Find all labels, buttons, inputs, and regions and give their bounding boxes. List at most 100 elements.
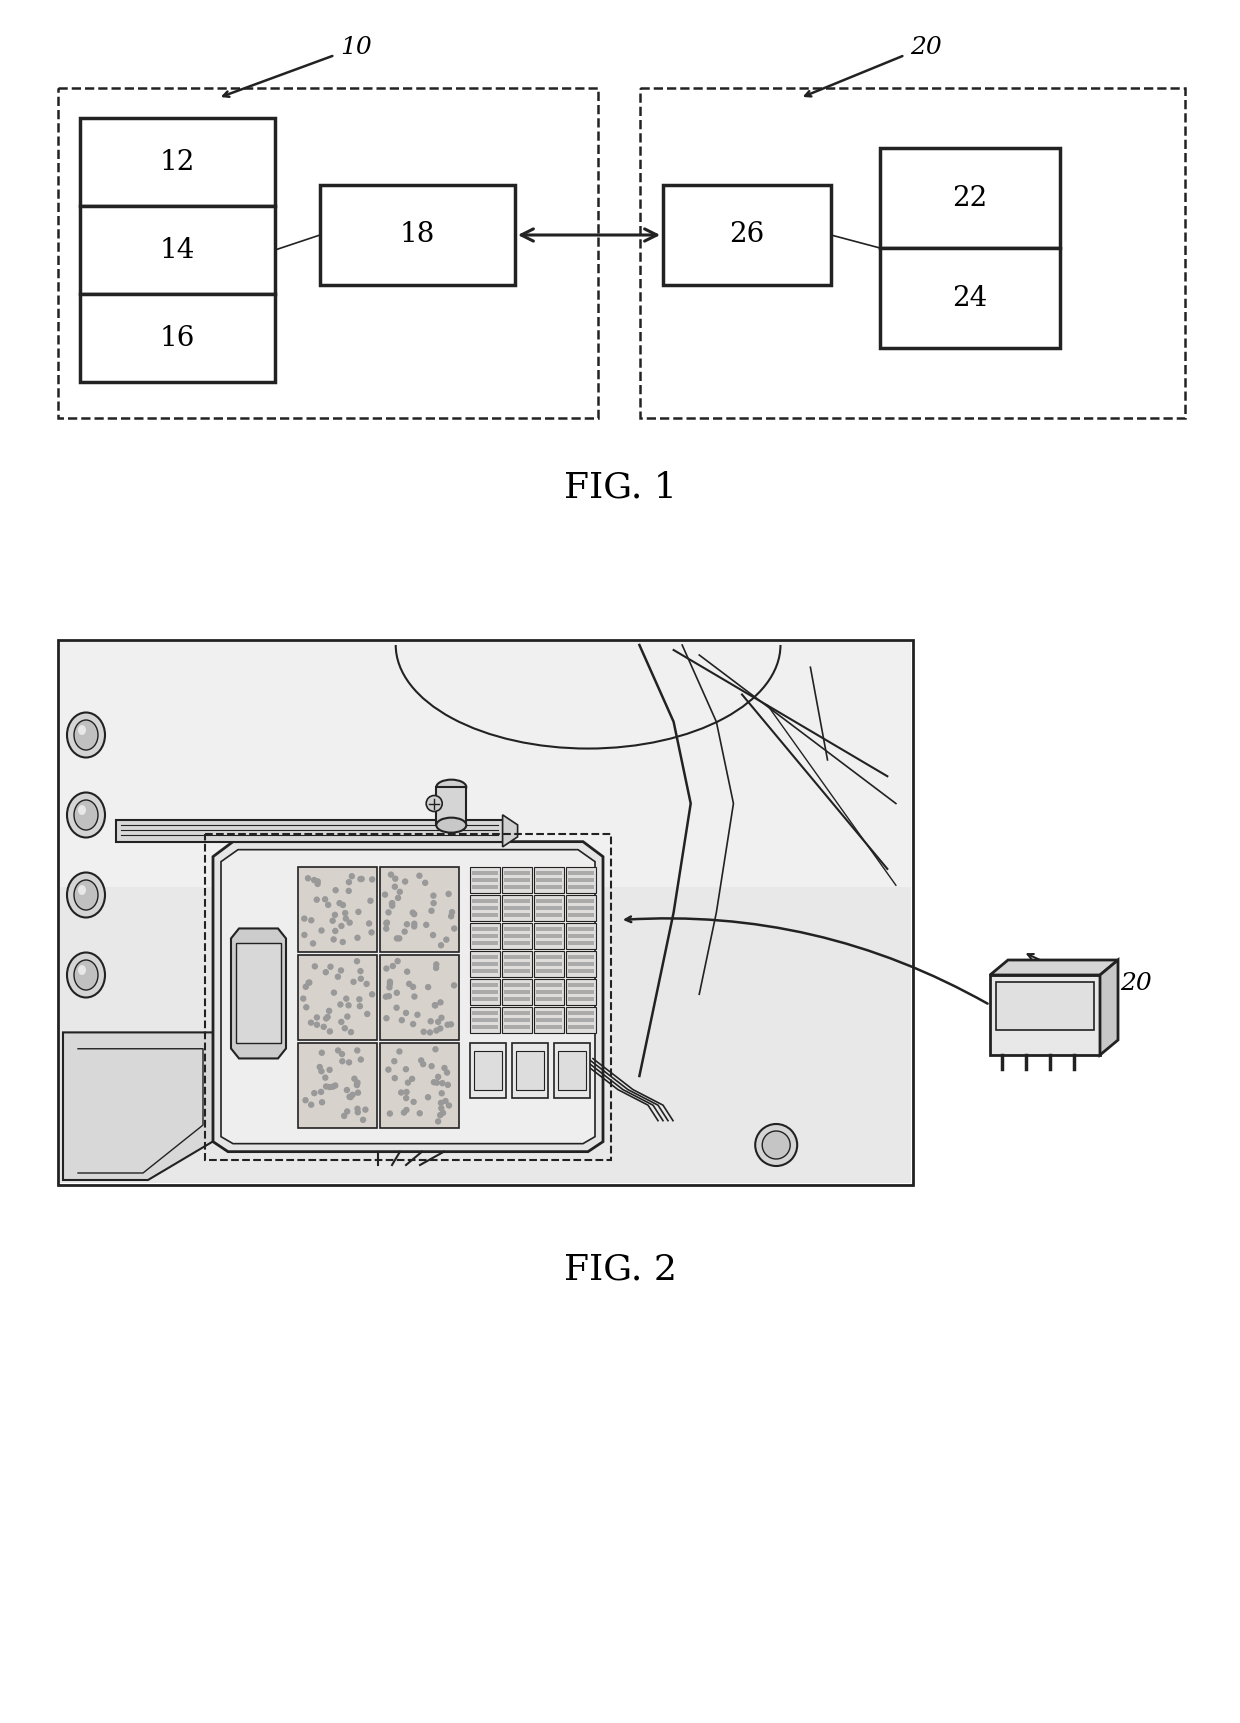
Bar: [503, 899, 529, 903]
Bar: [568, 961, 594, 965]
Circle shape: [445, 1022, 450, 1027]
Circle shape: [412, 922, 417, 927]
Circle shape: [399, 1091, 404, 1096]
Bar: [503, 955, 529, 958]
Circle shape: [356, 910, 361, 915]
Bar: [568, 870, 594, 875]
Circle shape: [392, 884, 397, 889]
Circle shape: [412, 1099, 417, 1104]
Bar: [502, 867, 532, 893]
Bar: [472, 870, 498, 875]
Bar: [298, 867, 377, 951]
Circle shape: [355, 1082, 360, 1087]
Circle shape: [326, 1008, 331, 1013]
Bar: [568, 982, 594, 987]
Bar: [503, 870, 529, 875]
Bar: [472, 961, 498, 965]
Circle shape: [347, 920, 352, 925]
Circle shape: [304, 1005, 309, 1010]
Circle shape: [301, 996, 306, 1001]
Circle shape: [331, 991, 336, 996]
Circle shape: [326, 903, 331, 908]
Circle shape: [322, 1075, 327, 1080]
Bar: [534, 867, 564, 893]
Circle shape: [360, 877, 365, 882]
Bar: [503, 941, 529, 944]
Circle shape: [312, 963, 317, 968]
Bar: [568, 1011, 594, 1015]
Text: 18: 18: [399, 222, 435, 248]
Circle shape: [410, 1022, 415, 1027]
Circle shape: [403, 1067, 408, 1072]
Circle shape: [301, 917, 306, 922]
Bar: [558, 1051, 587, 1089]
Circle shape: [330, 1084, 335, 1089]
Bar: [534, 951, 564, 977]
Circle shape: [370, 877, 374, 882]
Circle shape: [355, 1080, 360, 1085]
Circle shape: [352, 1077, 357, 1082]
Polygon shape: [1100, 960, 1118, 1054]
Bar: [534, 894, 564, 920]
Bar: [536, 899, 562, 903]
Ellipse shape: [78, 886, 86, 894]
Text: 12: 12: [160, 148, 195, 176]
Bar: [536, 1025, 562, 1029]
Circle shape: [315, 879, 320, 884]
Ellipse shape: [427, 796, 443, 812]
Polygon shape: [63, 1032, 213, 1180]
Circle shape: [407, 982, 412, 986]
Bar: [472, 955, 498, 958]
Circle shape: [388, 872, 393, 877]
Circle shape: [342, 910, 347, 915]
Circle shape: [394, 936, 399, 941]
Bar: [996, 982, 1094, 1030]
Circle shape: [417, 1111, 422, 1117]
Circle shape: [351, 979, 356, 984]
Circle shape: [389, 901, 394, 906]
Bar: [236, 944, 281, 1044]
Circle shape: [337, 901, 342, 906]
Circle shape: [347, 1094, 352, 1099]
Circle shape: [346, 1003, 351, 1008]
Bar: [472, 1025, 498, 1029]
Circle shape: [322, 896, 327, 901]
Bar: [536, 941, 562, 944]
Circle shape: [304, 984, 309, 989]
Circle shape: [301, 932, 308, 937]
Bar: [568, 934, 594, 937]
Circle shape: [327, 1084, 332, 1089]
Bar: [503, 906, 529, 910]
Polygon shape: [436, 787, 466, 825]
Bar: [536, 906, 562, 910]
Polygon shape: [231, 929, 286, 1058]
Polygon shape: [470, 1042, 506, 1098]
Bar: [81, 207, 275, 295]
Circle shape: [420, 1061, 425, 1067]
Bar: [81, 295, 275, 383]
Circle shape: [434, 965, 439, 970]
Circle shape: [327, 965, 334, 970]
Polygon shape: [554, 1042, 590, 1098]
Bar: [536, 884, 562, 889]
Circle shape: [324, 1084, 329, 1089]
Circle shape: [325, 1015, 330, 1020]
Bar: [379, 867, 459, 951]
Polygon shape: [117, 820, 502, 843]
Circle shape: [402, 1110, 407, 1115]
Bar: [502, 894, 532, 920]
Circle shape: [439, 1106, 444, 1111]
Bar: [503, 934, 529, 937]
Circle shape: [394, 991, 399, 996]
Circle shape: [384, 1017, 389, 1020]
Circle shape: [382, 893, 388, 898]
Circle shape: [445, 1082, 450, 1087]
Bar: [880, 148, 1060, 248]
Bar: [379, 955, 459, 1039]
Circle shape: [446, 891, 451, 896]
Circle shape: [387, 979, 392, 984]
Bar: [503, 968, 529, 973]
Circle shape: [403, 879, 408, 884]
Circle shape: [365, 1011, 370, 1017]
Bar: [565, 979, 596, 1005]
